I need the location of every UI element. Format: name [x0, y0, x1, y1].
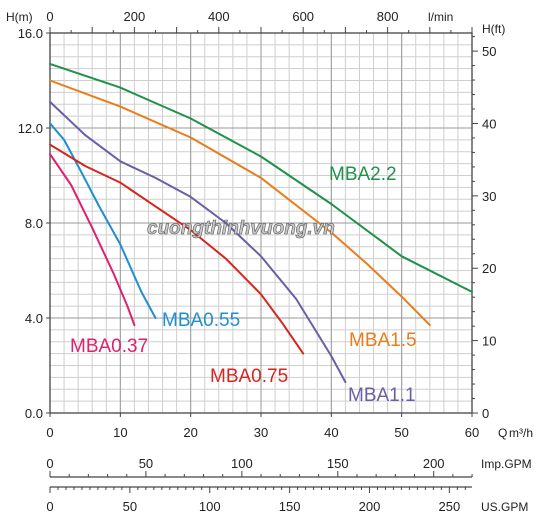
series-label-mba2-2: MBA2.2	[329, 164, 397, 185]
x-bottom-tick-label: 40	[324, 425, 338, 440]
y-right-tick-label: 0	[482, 406, 489, 421]
imp-gpm-axis-title: Imp.GPM	[481, 457, 532, 471]
x-top-tick-label: 800	[377, 9, 399, 24]
x-bottom-axis-title: Q	[498, 426, 507, 440]
x-bottom-tick-label: 10	[113, 425, 127, 440]
series-label-mba0-75: MBA0.75	[210, 366, 288, 387]
x-bottom-tick-label: 50	[394, 425, 408, 440]
grid	[49, 32, 473, 414]
series-line-mba0-55	[49, 122, 157, 319]
y-right-tick-label: 50	[482, 44, 496, 59]
us-gpm-tick-label: 250	[438, 499, 460, 514]
series-labels: MBA0.37 MBA0.55 MBA0.75 MBA1.1 MBA1.5 MBA2.2	[70, 164, 417, 406]
x-bottom-tick-label: 20	[183, 425, 197, 440]
x-bottom-tick-label: 0	[46, 425, 53, 440]
series-line-mba0-37	[49, 153, 136, 327]
y-left-tick-label: 0.0	[25, 406, 43, 421]
y-right-axis-title: H(ft)	[482, 22, 505, 36]
y-left-tick-label: 4.0	[25, 311, 43, 326]
series-label-mba1-5: MBA1.5	[349, 330, 417, 351]
us-gpm-tick-label: 200	[359, 499, 381, 514]
x-top-tick-label: 400	[208, 9, 230, 24]
x-bottom-tick-label: 60	[465, 425, 479, 440]
y-right-tick-label: 30	[482, 189, 496, 204]
imp-gpm-tick-label: 150	[327, 456, 349, 471]
imp-gpm-tick-label: 100	[231, 456, 253, 471]
imp-gpm-tick-label: 200	[423, 456, 445, 471]
series-label-mba0-55: MBA0.55	[162, 310, 240, 331]
y-left-axis-title: H(m)	[6, 10, 33, 24]
y-left-tick-label: 16.0	[18, 26, 43, 41]
y-right-tick-label: 20	[482, 261, 496, 276]
y-right-tick-label: 40	[482, 116, 496, 131]
us-gpm-axis-title: US.GPM	[481, 500, 528, 514]
y-left-tick-label: 8.0	[25, 216, 43, 231]
x-top-tick-label: 200	[124, 9, 146, 24]
series-lines	[49, 62, 473, 384]
us-gpm-tick-label: 0	[46, 499, 53, 514]
series-line-mba2-2	[49, 62, 473, 293]
series-label-mba1-1: MBA1.1	[348, 385, 416, 406]
imp-gpm-tick-label: 50	[139, 456, 153, 471]
watermark: cuongthinhvuong.vn	[147, 218, 335, 239]
axes: 0.0 4.0 8.0 12.0 16.0 H(m) 0 10 20 30 40 50 H(ft) 0 10…	[6, 9, 533, 514]
series-line-mba1-1	[49, 100, 347, 384]
series-line-mba0-75	[49, 143, 305, 355]
us-gpm-tick-label: 100	[199, 499, 221, 514]
x-bottom-axis-unit: m³/h	[509, 426, 533, 440]
y-right-tick-label: 10	[482, 334, 496, 349]
series-line-mba1-5	[49, 79, 431, 327]
x-top-tick-label: 600	[292, 9, 314, 24]
x-bottom-tick-label: 30	[254, 425, 268, 440]
series-label-mba0-37: MBA0.37	[70, 336, 148, 357]
imp-gpm-tick-label: 0	[46, 456, 53, 471]
y-left-tick-label: 12.0	[18, 121, 43, 136]
us-gpm-tick-label: 150	[279, 499, 301, 514]
x-top-axis-title: l/min	[428, 10, 453, 24]
x-top-tick-label: 0	[46, 9, 53, 24]
us-gpm-tick-label: 50	[123, 499, 137, 514]
